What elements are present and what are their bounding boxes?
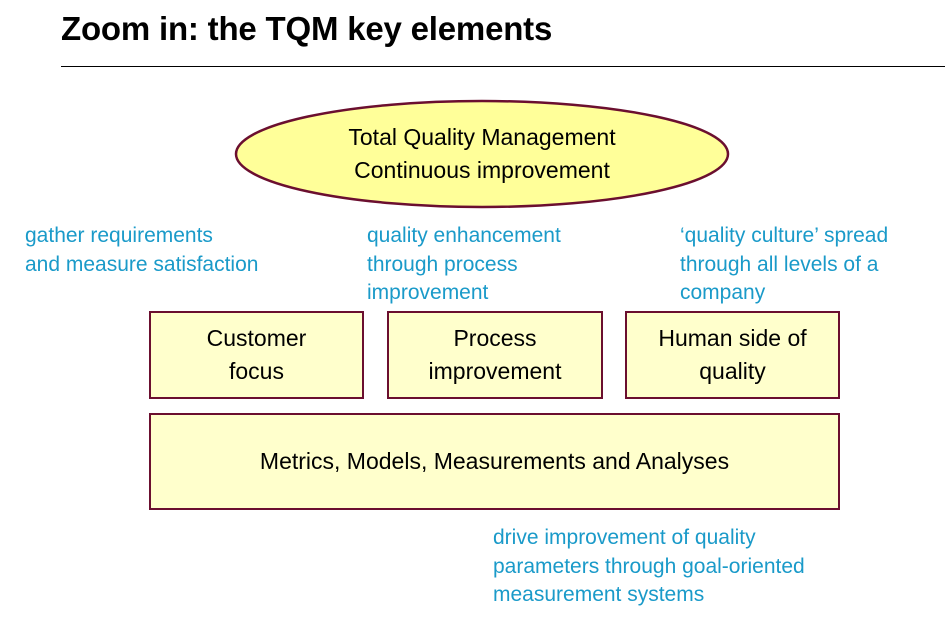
note-customer-line-1: gather requirements (25, 224, 213, 247)
tqm-ellipse-text: Total Quality Management Continuous impr… (234, 98, 730, 210)
note-process-line-3: improvement (367, 281, 489, 304)
pillar-process-improvement-line-1: Process (453, 325, 537, 351)
note-process: quality enhancement through process impr… (367, 222, 561, 308)
note-customer-line-2: and measure satisfaction (25, 252, 259, 276)
note-human-line-3: company (680, 281, 766, 304)
pillar-process-improvement: Process improvement (387, 311, 603, 399)
tqm-ellipse-line-2: Continuous improvement (354, 157, 610, 183)
slide-title: Zoom in: the TQM key elements (61, 10, 553, 47)
note-human-line-1: ‘quality culture’ spread (680, 224, 889, 247)
note-customer: gather requirements and measure satisfac… (25, 222, 258, 279)
pillar-customer-focus-line-1: Customer (206, 325, 307, 351)
note-human-line-2: through all levels of a (680, 252, 879, 276)
pillar-customer-focus: Customer focus (149, 311, 364, 399)
foundation-label: Metrics, Models, Measurements and Analys… (259, 448, 730, 474)
note-metrics: drive improvement of quality parameters … (493, 524, 805, 610)
pillar-human-side-line-2: quality (699, 358, 766, 384)
pillar-human-side: Human side of quality (625, 311, 840, 399)
note-metrics-line-2: parameters through goal-oriented (493, 554, 805, 578)
title-divider (61, 66, 945, 67)
note-process-line-1: quality enhancement (367, 224, 561, 247)
note-process-line-2: through process (367, 252, 518, 276)
note-metrics-line-3: measurement systems (493, 583, 705, 606)
foundation-box: Metrics, Models, Measurements and Analys… (149, 413, 840, 510)
tqm-ellipse-shape (234, 99, 730, 209)
pillar-process-improvement-line-2: improvement (428, 358, 562, 384)
tqm-ellipse-line-1: Total Quality Management (348, 124, 616, 150)
pillar-human-side-line-1: Human side of (658, 325, 807, 351)
pillar-customer-focus-line-2: focus (229, 358, 284, 384)
tqm-ellipse: Total Quality Management Continuous impr… (234, 98, 730, 210)
note-metrics-line-1: drive improvement of quality (493, 526, 756, 549)
note-human: ‘quality culture’ spread through all lev… (680, 222, 888, 308)
